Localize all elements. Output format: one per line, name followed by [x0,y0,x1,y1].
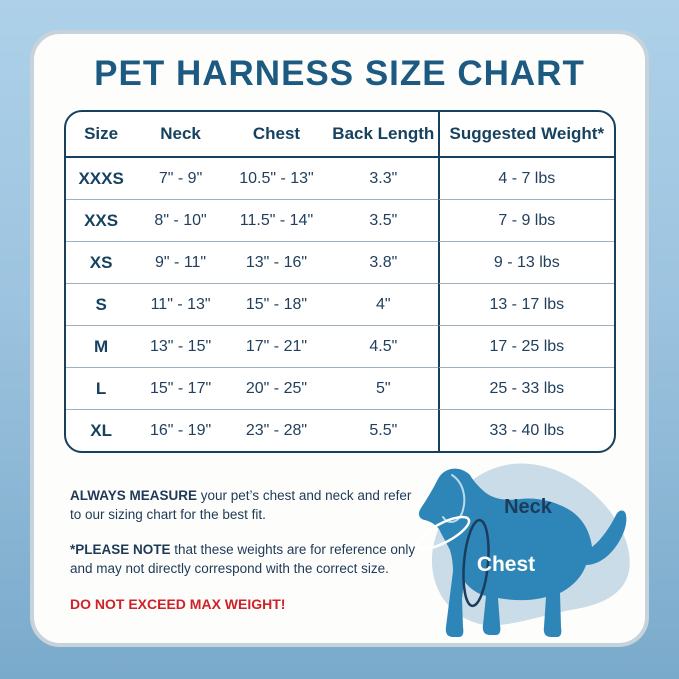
cell-size: XXS [65,199,137,241]
note-please-note-text: that these weights are for reference onl… [70,542,416,577]
note-please-note-bold: *PLEASE NOTE [70,542,171,558]
cell-chest: 15" - 18" [224,283,329,325]
note-measure-text: your pet’s chest and neck and refer to o… [70,488,412,523]
cell-size: S [65,283,137,325]
cell-back-length: 3.5" [328,199,439,241]
cell-size: M [65,325,137,367]
cell-size: XL [65,409,137,451]
dog-diagram-svg: Neck Chest [415,463,630,637]
cell-neck: 16" - 19" [136,409,225,451]
note-measure: ALWAYS MEASURE your pet’s chest and neck… [70,486,425,524]
cell-chest: 23" - 28" [224,409,329,451]
cell-back-length: 4.5" [328,325,439,367]
cell-back-length: 5" [328,367,439,409]
cell-neck: 9" - 11" [136,241,225,283]
table-row: XS 9" - 11" 13" - 16" 3.8" 9 - 13 lbs [65,241,614,283]
cell-neck: 8" - 10" [136,199,225,241]
chest-loop [462,518,490,608]
header-neck: Neck [136,112,225,158]
cell-size: XXXS [78,168,124,188]
cell-weight: 25 - 33 lbs [438,367,614,409]
cell-chest: 10.5" - 13" [239,169,314,187]
header-suggested-weight: Suggested Weight* [438,112,614,158]
size-chart-table: Size Neck Chest Back Length Suggested We… [63,110,616,453]
header-chest: Chest [224,112,329,158]
cell-chest: 11.5" - 14" [224,199,329,241]
cell-weight: 7 - 9 lbs [438,199,614,241]
cell-neck: 15" - 17" [136,367,225,409]
cell-neck: 11" - 13" [136,283,225,325]
cell-chest: 13" - 16" [224,241,329,283]
cell-back-length: 5.5" [328,409,439,451]
table-row: XXXS 7" - 9" 10.5" - 13" 3.3" 4 - 7 lbs [66,158,614,199]
cell-neck: 7" - 9" [158,169,203,187]
cell-back-length: 3.3" [369,169,398,187]
cell-weight: 13 - 17 lbs [438,283,614,325]
notes-section: ALWAYS MEASURE your pet’s chest and neck… [70,486,425,631]
table-row: L 15" - 17" 20" - 25" 5" 25 - 33 lbs [65,367,614,409]
dog-measurement-diagram: Neck Chest [396,450,641,642]
neck-label: Neck [504,496,553,518]
cell-weight: 17 - 25 lbs [438,325,614,367]
chest-label: Chest [477,553,535,576]
table-row: XL 16" - 19" 23" - 28" 5.5" 33 - 40 lbs [65,409,614,451]
header-size: Size [65,112,137,158]
table-header-row: Size Neck Chest Back Length Suggested We… [65,112,614,158]
size-chart-card: PET HARNESS SIZE CHART Size Neck Chest B… [30,30,649,647]
cell-weight: 9 - 13 lbs [438,241,614,283]
neck-loop [415,515,471,551]
cell-chest: 20" - 25" [224,367,329,409]
cell-size: XS [65,241,137,283]
page-title: PET HARNESS SIZE CHART [94,54,585,93]
cell-chest: 17" - 21" [224,325,329,367]
note-measure-bold: ALWAYS MEASURE [70,488,198,503]
cell-back-length: 3.8" [328,241,439,283]
cell-weight: 4 - 7 lbs [438,158,613,199]
cell-weight: 33 - 40 lbs [438,409,614,451]
cell-back-length: 4" [328,283,439,325]
table-row: S 11" - 13" 15" - 18" 4" 13 - 17 lbs [65,283,614,325]
table-row: M 13" - 15" 17" - 21" 4.5" 17 - 25 lbs [65,325,614,367]
cell-neck: 13" - 15" [136,325,225,367]
dog-silhouette [418,468,627,637]
cell-size: L [65,367,137,409]
header-back-length: Back Length [328,112,439,158]
table-row: XXS 8" - 10" 11.5" - 14" 3.5" 7 - 9 lbs [65,199,614,241]
max-weight-warning: DO NOT EXCEED MAX WEIGHT! [70,595,286,612]
note-please-note: *PLEASE NOTE that these weights are for … [70,540,425,578]
